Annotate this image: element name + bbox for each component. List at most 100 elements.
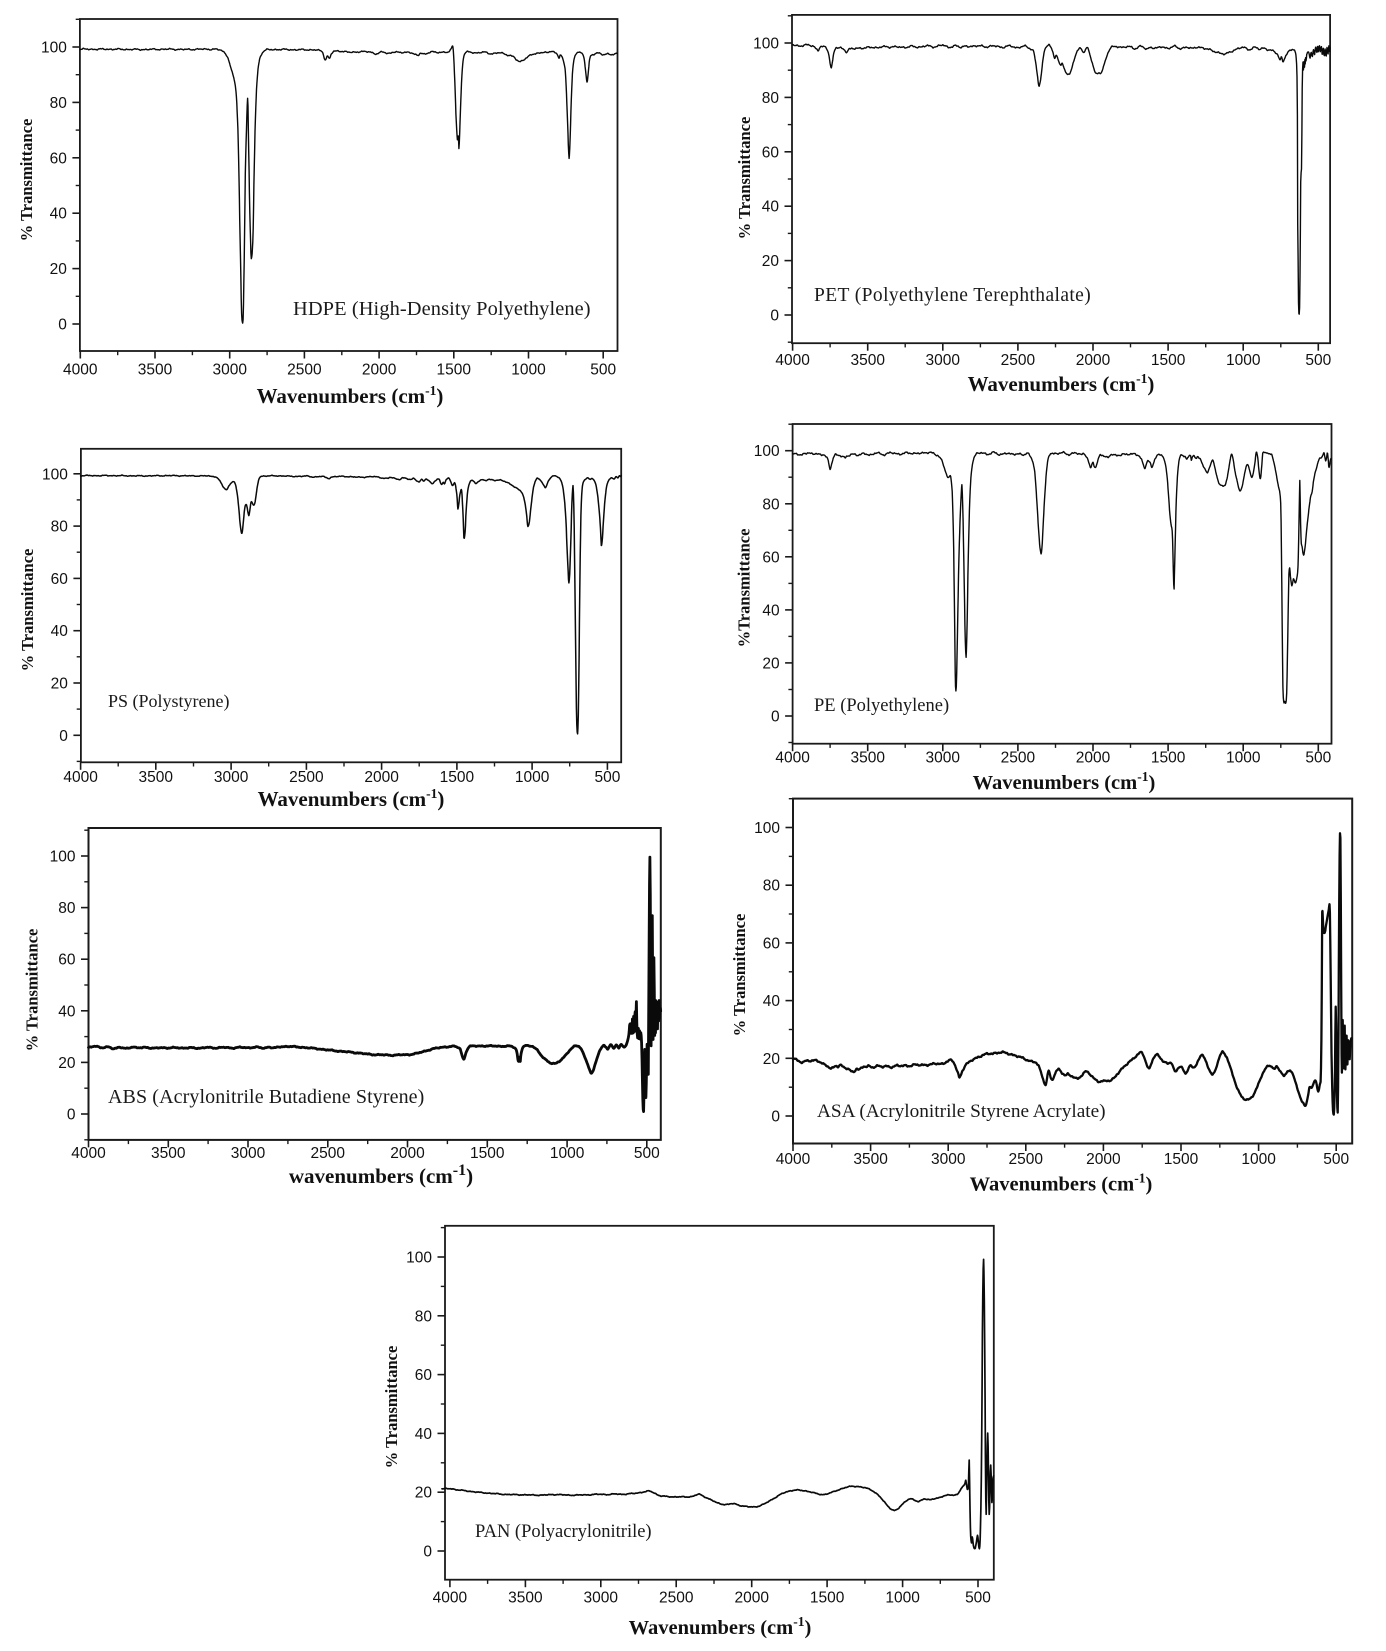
svg-text:% Transmittance: % Transmittance [382,1346,401,1469]
svg-text:2500: 2500 [659,1590,694,1607]
svg-text:2500: 2500 [1001,352,1036,369]
svg-text:3500: 3500 [508,1590,543,1607]
svg-text:ASA (Acrylonitrile Styrene Acr: ASA (Acrylonitrile Styrene Acrylate) [817,1101,1106,1122]
svg-text:3000: 3000 [926,352,961,369]
svg-text:4000: 4000 [775,750,810,767]
svg-text:1500: 1500 [1151,352,1186,369]
svg-text:Wavenumbers (cm-1): Wavenumbers (cm-1) [629,1614,812,1639]
svg-text:20: 20 [762,253,780,270]
svg-text:2500: 2500 [1001,750,1036,767]
svg-text:3500: 3500 [850,352,885,369]
svg-text:4000: 4000 [63,769,98,786]
svg-text:2000: 2000 [1076,750,1111,767]
svg-text:1000: 1000 [511,362,546,379]
svg-text:Wavenumbers (cm-1): Wavenumbers (cm-1) [973,769,1156,794]
svg-text:% Transmittance: % Transmittance [23,929,42,1052]
svg-text:ABS (Acrylonitrile Butadiene S: ABS (Acrylonitrile Butadiene Styrene) [108,1086,424,1108]
svg-text:3000: 3000 [926,750,961,767]
svg-text:100: 100 [41,40,67,57]
svg-text:500: 500 [1323,1151,1349,1168]
svg-text:3000: 3000 [931,1151,966,1168]
svg-text:500: 500 [634,1145,660,1162]
svg-text:80: 80 [415,1308,433,1325]
svg-text:1500: 1500 [1151,750,1186,767]
svg-text:3500: 3500 [853,1151,888,1168]
svg-text:2000: 2000 [390,1145,425,1162]
svg-text:3500: 3500 [139,769,174,786]
svg-text:1500: 1500 [1164,1151,1199,1168]
svg-text:500: 500 [594,769,620,786]
svg-text:1000: 1000 [1241,1151,1276,1168]
svg-text:60: 60 [763,935,781,952]
svg-text:PS (Polystyrene): PS (Polystyrene) [108,691,230,712]
svg-text:20: 20 [51,676,69,693]
svg-text:3000: 3000 [584,1590,619,1607]
svg-text:1000: 1000 [885,1590,920,1607]
svg-text:% Transmittance: % Transmittance [18,549,37,672]
svg-text:80: 80 [51,519,69,536]
svg-text:2000: 2000 [364,769,399,786]
svg-text:80: 80 [58,900,76,917]
svg-text:wavenumbers (cm-1): wavenumbers (cm-1) [289,1162,473,1188]
svg-text:80: 80 [763,878,781,895]
svg-text:3500: 3500 [850,750,885,767]
svg-text:1500: 1500 [440,769,475,786]
svg-text:%Transmittance: %Transmittance [735,529,754,648]
svg-text:HDPE (High-Density Polyethylen: HDPE (High-Density Polyethylene) [293,298,591,320]
svg-text:500: 500 [1305,352,1331,369]
svg-text:100: 100 [754,443,780,460]
svg-text:40: 40 [58,1003,76,1020]
svg-text:2000: 2000 [734,1590,769,1607]
svg-text:Wavenumbers (cm-1): Wavenumbers (cm-1) [970,1171,1153,1196]
svg-text:2500: 2500 [1009,1151,1044,1168]
svg-text:3500: 3500 [151,1145,186,1162]
svg-text:1000: 1000 [515,769,550,786]
svg-text:PET (Polyethylene Terephthalat: PET (Polyethylene Terephthalate) [814,285,1091,306]
svg-text:100: 100 [753,36,779,53]
svg-text:0: 0 [771,1109,780,1126]
svg-text:0: 0 [67,1107,76,1124]
svg-text:% Transmittance: % Transmittance [17,119,36,242]
svg-text:3000: 3000 [214,769,249,786]
svg-text:3500: 3500 [138,362,173,379]
svg-text:% Transmittance: % Transmittance [735,117,754,240]
svg-text:80: 80 [50,95,68,112]
svg-text:2500: 2500 [311,1145,346,1162]
svg-text:1000: 1000 [550,1145,585,1162]
svg-text:2000: 2000 [1076,352,1111,369]
svg-text:PAN (Polyacrylonitrile): PAN (Polyacrylonitrile) [475,1522,652,1542]
svg-text:500: 500 [1305,750,1331,767]
svg-text:60: 60 [51,571,69,588]
svg-text:Wavenumbers (cm-1): Wavenumbers (cm-1) [258,786,445,811]
svg-text:2000: 2000 [362,362,397,379]
svg-text:60: 60 [762,549,780,566]
svg-text:20: 20 [415,1485,433,1502]
svg-text:4000: 4000 [433,1590,468,1607]
svg-text:40: 40 [762,199,780,216]
svg-text:60: 60 [762,144,780,161]
svg-text:100: 100 [50,849,76,866]
svg-text:40: 40 [762,602,780,619]
svg-text:1500: 1500 [437,362,472,379]
svg-text:500: 500 [965,1590,991,1607]
svg-text:1000: 1000 [1226,750,1261,767]
svg-text:80: 80 [762,90,780,107]
svg-text:60: 60 [58,952,76,969]
svg-text:40: 40 [763,993,781,1010]
svg-text:100: 100 [754,820,780,837]
svg-text:20: 20 [763,1051,781,1068]
svg-text:0: 0 [771,709,780,726]
svg-text:4000: 4000 [71,1145,106,1162]
svg-text:40: 40 [51,623,69,640]
svg-text:4000: 4000 [776,1151,811,1168]
svg-text:1500: 1500 [470,1145,505,1162]
svg-text:80: 80 [762,496,780,513]
svg-text:2500: 2500 [287,362,322,379]
svg-text:100: 100 [42,466,68,483]
svg-text:0: 0 [423,1544,432,1561]
svg-text:500: 500 [590,362,616,379]
svg-text:20: 20 [762,655,780,672]
svg-text:40: 40 [415,1426,433,1443]
svg-text:0: 0 [58,317,67,334]
svg-text:60: 60 [50,150,68,167]
